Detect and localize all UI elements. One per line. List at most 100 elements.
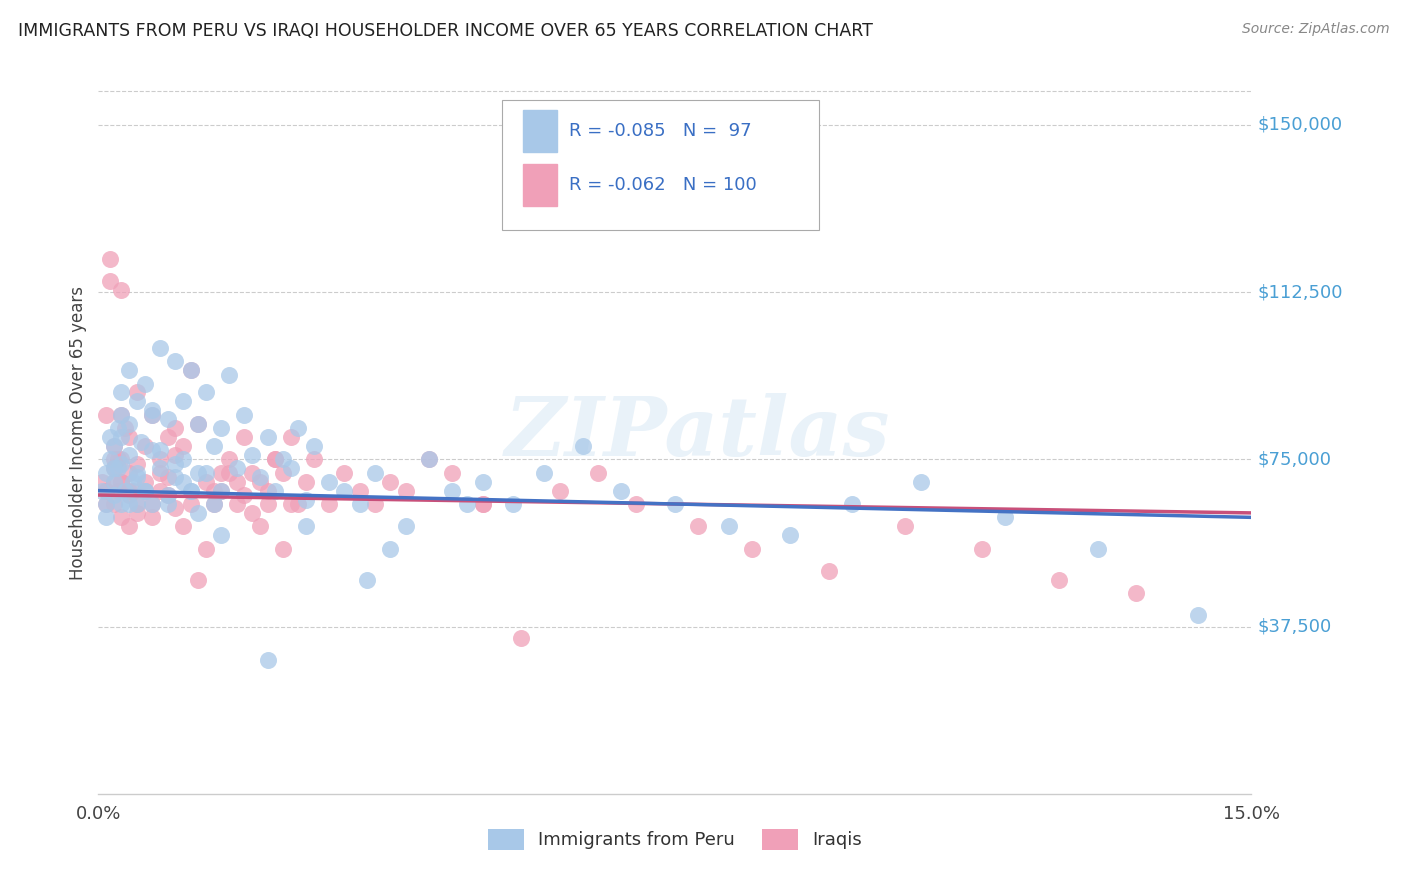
Point xyxy=(380,475,402,489)
Point xyxy=(125,466,148,480)
Point xyxy=(280,430,302,444)
Point xyxy=(110,475,132,489)
Point xyxy=(141,408,163,422)
Y-axis label: Householder Income Over 65 years: Householder Income Over 65 years xyxy=(69,285,87,580)
Point xyxy=(118,483,141,498)
Point xyxy=(134,483,156,498)
Point xyxy=(380,541,402,556)
Point xyxy=(114,483,136,498)
Point xyxy=(156,430,179,444)
Point xyxy=(103,461,125,475)
Point xyxy=(533,466,555,480)
Point xyxy=(94,466,117,480)
Point xyxy=(349,483,371,498)
Point xyxy=(471,497,494,511)
Point xyxy=(103,488,125,502)
Point xyxy=(110,385,132,400)
Point xyxy=(107,421,129,435)
Point xyxy=(134,475,156,489)
Point xyxy=(125,385,148,400)
Point xyxy=(165,354,187,368)
Point xyxy=(187,417,209,431)
Point xyxy=(225,497,247,511)
Text: ZIPatlas: ZIPatlas xyxy=(505,392,890,473)
Point xyxy=(817,564,839,578)
Point xyxy=(110,457,132,471)
Point xyxy=(249,470,271,484)
Point xyxy=(256,653,278,667)
Point xyxy=(125,506,148,520)
Point xyxy=(295,492,318,507)
Point xyxy=(225,475,247,489)
Point xyxy=(218,466,240,480)
Point xyxy=(187,573,209,587)
Point xyxy=(187,506,209,520)
Point xyxy=(134,483,156,498)
Text: $150,000: $150,000 xyxy=(1257,116,1343,134)
Point xyxy=(240,466,263,480)
Point xyxy=(149,443,172,458)
Point xyxy=(471,497,494,511)
Bar xyxy=(523,164,557,206)
Point xyxy=(172,519,194,533)
Point xyxy=(118,448,141,462)
Point xyxy=(110,408,132,422)
Point xyxy=(195,541,218,556)
Point xyxy=(1087,541,1109,556)
Point xyxy=(717,519,740,533)
Text: $37,500: $37,500 xyxy=(1257,617,1331,636)
Text: $112,500: $112,500 xyxy=(1257,283,1343,301)
Point xyxy=(364,497,387,511)
Point xyxy=(271,541,294,556)
Point xyxy=(202,497,225,511)
Bar xyxy=(523,110,557,152)
Point xyxy=(894,519,917,533)
Point xyxy=(103,497,125,511)
Point xyxy=(165,421,187,435)
Point xyxy=(664,497,686,511)
Point xyxy=(187,417,209,431)
Point xyxy=(103,475,125,489)
Point xyxy=(249,519,271,533)
Point xyxy=(107,483,129,498)
Point xyxy=(225,461,247,475)
Point xyxy=(502,497,524,511)
Point xyxy=(686,519,709,533)
Point xyxy=(233,488,256,502)
Point xyxy=(610,483,633,498)
Legend: Immigrants from Peru, Iraqis: Immigrants from Peru, Iraqis xyxy=(481,822,869,857)
Point xyxy=(103,439,125,453)
FancyBboxPatch shape xyxy=(502,100,820,230)
Point xyxy=(94,408,117,422)
Point xyxy=(586,466,609,480)
Point xyxy=(264,483,287,498)
Point xyxy=(156,497,179,511)
Point xyxy=(233,408,256,422)
Point xyxy=(626,497,648,511)
Point xyxy=(118,488,141,502)
Point xyxy=(218,452,240,467)
Point xyxy=(264,452,287,467)
Point xyxy=(302,452,325,467)
Point xyxy=(249,475,271,489)
Point xyxy=(218,368,240,382)
Point xyxy=(741,541,763,556)
Point xyxy=(172,439,194,453)
Point xyxy=(149,452,172,467)
Point xyxy=(103,475,125,489)
Point xyxy=(264,452,287,467)
Point xyxy=(134,483,156,498)
Point xyxy=(195,385,218,400)
Point xyxy=(233,430,256,444)
Point xyxy=(910,475,932,489)
Point xyxy=(209,421,232,435)
Point xyxy=(94,510,117,524)
Point xyxy=(180,363,202,377)
Point xyxy=(98,274,121,288)
Point xyxy=(118,430,141,444)
Point xyxy=(271,452,294,467)
Point xyxy=(318,475,340,489)
Point xyxy=(240,506,263,520)
Point xyxy=(165,448,187,462)
Point xyxy=(356,573,378,587)
